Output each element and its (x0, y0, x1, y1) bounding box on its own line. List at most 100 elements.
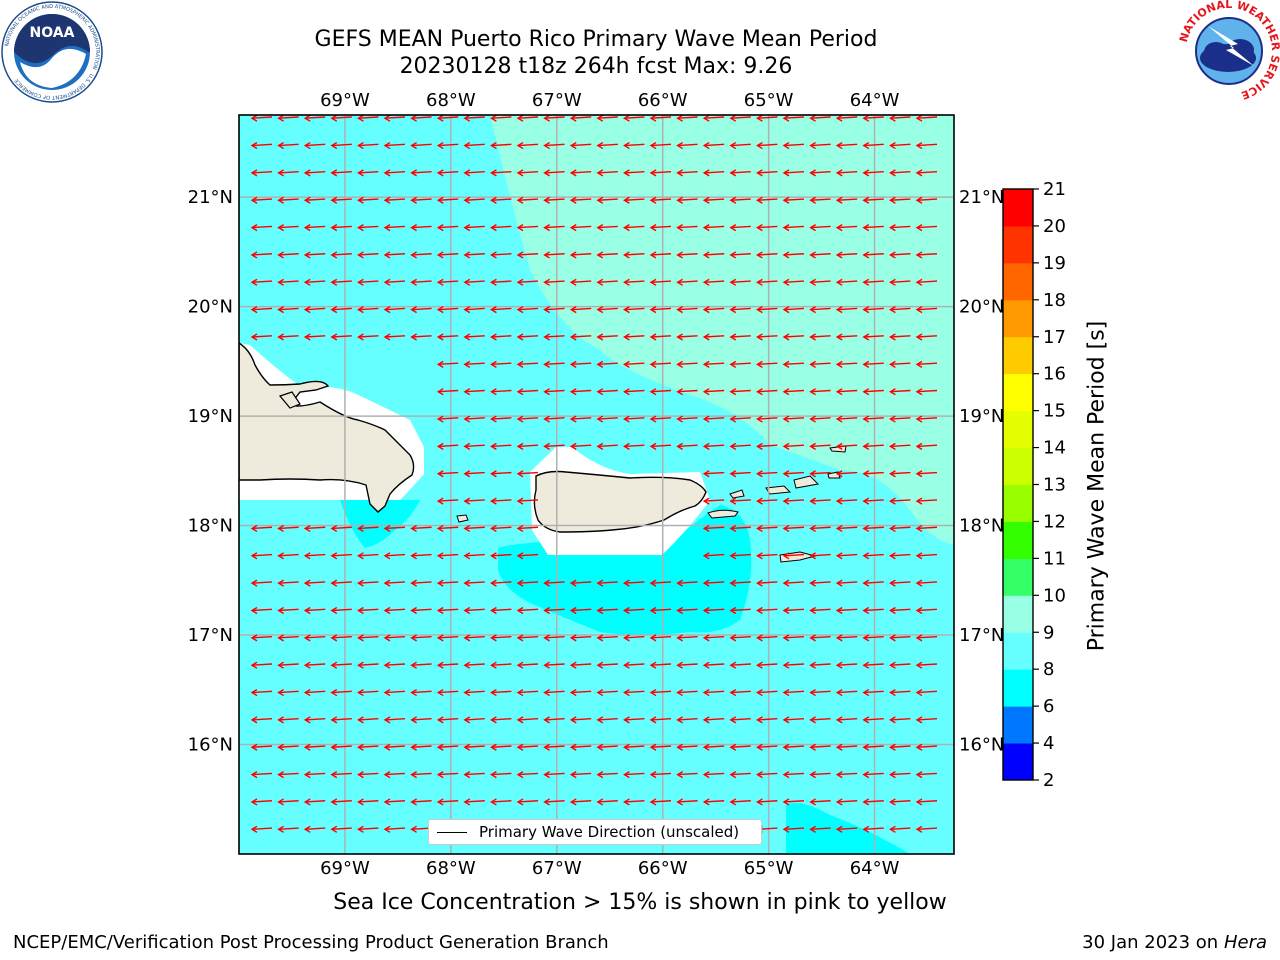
wave-arrow (463, 442, 485, 451)
wave-arrow (330, 169, 352, 177)
wave-arrow (729, 141, 751, 150)
lat-label-right-5: 16°N (959, 735, 1004, 756)
wave-arrow (303, 278, 326, 286)
wave-arrow (277, 251, 299, 259)
wave-arrow (516, 196, 539, 204)
wave-arrow (569, 333, 592, 341)
wave-arrow (809, 524, 831, 533)
hispaniola-landmass (239, 342, 415, 513)
wave-arrow (889, 606, 911, 615)
wave-arrow (915, 442, 938, 451)
wave-arrow (277, 552, 299, 560)
wave-arrow (889, 251, 911, 259)
wave-arrow (702, 688, 725, 697)
wave-arrow (835, 470, 858, 478)
wave-arrow (702, 196, 725, 204)
wave-arrow (596, 115, 618, 122)
wave-arrow (490, 579, 512, 587)
wave-arrow (303, 196, 326, 204)
wave-arrow (330, 115, 352, 122)
map-title-line2: 20230128 t18z 264h fcst Max: 9.26 (399, 54, 793, 79)
colorbar-tick-label-15: 20 (1043, 216, 1066, 237)
wave-arrow (490, 770, 512, 779)
wave-arrow (835, 278, 858, 286)
wave-arrow (277, 115, 299, 122)
wave-arrow (676, 743, 698, 751)
wave-arrow (330, 825, 352, 833)
wave-arrow (756, 306, 778, 314)
lon-label-top-5: 64°W (850, 90, 900, 111)
wave-arrow (915, 251, 938, 259)
wave-arrow (915, 661, 938, 669)
wave-arrow (862, 360, 884, 368)
colorbar-tick-label-10: 15 (1043, 401, 1066, 422)
wave-arrow (676, 442, 698, 451)
wave-arrow (889, 743, 911, 751)
wave-arrow (596, 169, 618, 177)
wave-arrow (676, 333, 698, 341)
wave-arrow (835, 552, 858, 560)
wave-arrow (756, 579, 778, 587)
wave-arrow (490, 688, 512, 697)
wave-arrow (303, 251, 326, 259)
wave-arrow (490, 716, 512, 724)
wave-arrow (649, 688, 672, 697)
wave-arrow (835, 169, 858, 177)
colorbar-tick-label-6: 11 (1043, 548, 1066, 569)
wave-arrow (596, 634, 618, 642)
wave-arrow (729, 470, 751, 478)
wave-arrow (889, 333, 911, 341)
wave-arrow (569, 716, 592, 724)
wave-arrow (383, 770, 406, 779)
wave-arrow (436, 169, 459, 177)
wave-arrow (649, 579, 672, 587)
wave-arrow (649, 196, 672, 204)
wave-arrow (463, 115, 485, 122)
wave-arrow (782, 688, 805, 697)
wave-arrow (250, 661, 273, 669)
wave-arrow (889, 688, 911, 697)
wave-arrow (915, 470, 938, 478)
wave-arrow (250, 306, 273, 314)
wave-arrow (463, 251, 485, 259)
wave-arrow (756, 470, 778, 478)
wave-arrow (277, 579, 299, 587)
wave-arrow (277, 606, 299, 615)
wave-arrow (782, 360, 805, 368)
wave-arrow (490, 388, 512, 396)
wave-arrow (357, 278, 379, 286)
lat-labels-right: 21°N 20°N 19°N 18°N 17°N 16°N (959, 187, 1004, 755)
wave-arrow (516, 661, 539, 669)
wave-arrow (862, 306, 884, 314)
wave-arrow (835, 251, 858, 259)
wave-arrow (649, 360, 672, 368)
wave-arrow (383, 115, 406, 122)
wave-arrow (250, 251, 273, 259)
wave-arrow (357, 552, 379, 560)
wave-arrow (623, 415, 645, 423)
wave-arrow (889, 798, 911, 806)
wave-arrow (862, 716, 884, 724)
wave-arrow (782, 524, 805, 533)
wave-arrow (782, 306, 805, 314)
wave-arrow (835, 798, 858, 806)
tortuga-island (278, 391, 301, 409)
lon-label-top-1: 68°W (426, 90, 476, 111)
wave-arrow (915, 141, 938, 150)
wave-arrow (516, 278, 539, 286)
wave-arrow (543, 360, 565, 368)
wave-arrow (889, 169, 911, 177)
wave-arrow (410, 606, 432, 615)
wave-arrow (756, 415, 778, 423)
wave-arrow (623, 251, 645, 259)
wave-arrow (410, 278, 432, 286)
wave-arrow (516, 306, 539, 314)
wave-arrow (543, 115, 565, 122)
wave-arrow (862, 606, 884, 615)
wave-arrow (436, 306, 459, 314)
wave-arrow (809, 196, 831, 204)
wave-arrow (835, 360, 858, 368)
wave-arrow (516, 360, 539, 368)
wave-arrow (490, 115, 512, 122)
wave-arrow (357, 798, 379, 806)
